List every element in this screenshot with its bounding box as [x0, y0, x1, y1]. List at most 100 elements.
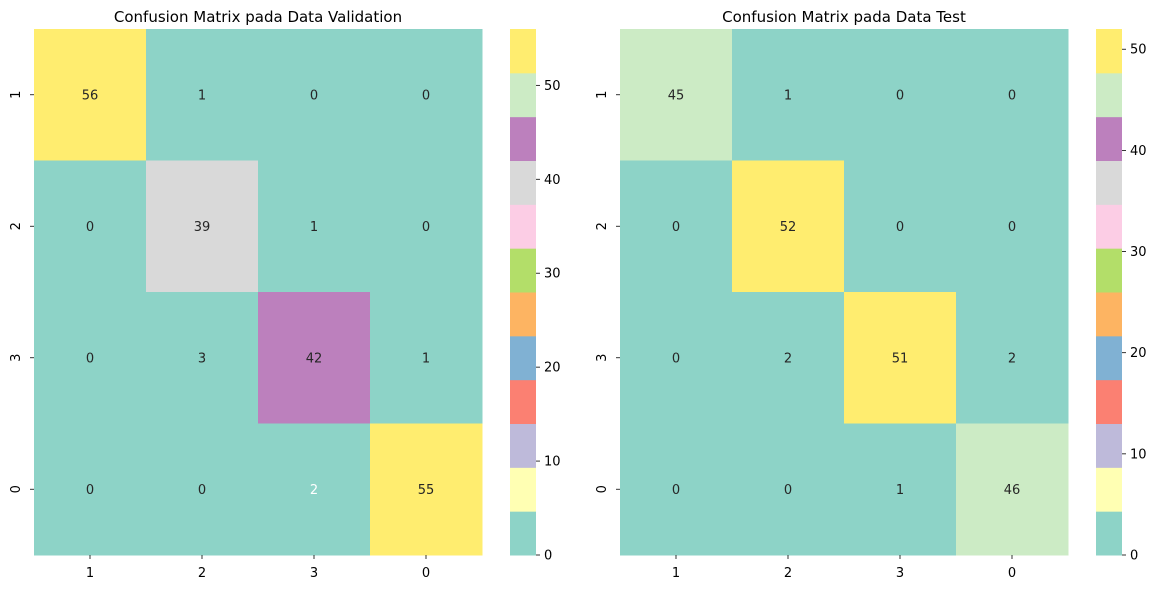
colorbar-tick-label: 10	[544, 455, 561, 470]
cell-value-label: 0	[784, 483, 792, 498]
heatmap-cell	[844, 292, 957, 424]
x-tick-label: 1	[672, 566, 680, 581]
heatmap-cell	[370, 29, 483, 161]
colorbar-segment	[510, 511, 536, 556]
colorbar-tick-label: 10	[1130, 447, 1147, 462]
heatmap-cell	[732, 423, 845, 556]
cell-value-label: 0	[896, 220, 904, 235]
colorbar-tick-label: 50	[544, 79, 561, 94]
colorbar-segment	[510, 204, 536, 249]
y-tick-label: 1	[595, 91, 610, 99]
cell-value-label: 0	[86, 483, 94, 498]
heatmap-cell	[146, 29, 259, 161]
y-tick-label: 2	[595, 222, 610, 230]
heatmap-cell	[258, 292, 371, 424]
heatmap-cell	[620, 292, 733, 424]
heatmap-cell	[956, 423, 1069, 556]
colorbar-segment	[1096, 423, 1122, 468]
cell-value-label: 0	[1008, 220, 1016, 235]
colorbar-segment	[510, 335, 536, 381]
colorbar-segment	[510, 423, 536, 468]
colorbar-segment	[1096, 335, 1122, 381]
cell-value-label: 0	[310, 88, 318, 103]
x-tick-label: 2	[784, 566, 792, 581]
heatmap-cell	[34, 29, 147, 161]
cell-value-label: 52	[780, 220, 797, 235]
colorbar-segment	[1096, 467, 1122, 512]
colorbar-segment	[510, 72, 536, 118]
chart-title: Confusion Matrix pada Data Validation	[114, 8, 402, 26]
cell-value-label: 3	[198, 351, 206, 366]
heatmap-cell	[34, 292, 147, 424]
heatmap-cell	[956, 292, 1069, 424]
y-tick-label: 2	[9, 222, 24, 230]
heatmap-cell	[370, 423, 483, 556]
heatmap-cell	[732, 160, 845, 293]
colorbar-segment	[1096, 511, 1122, 556]
colorbar-tick-label: 20	[544, 361, 561, 376]
colorbar-tick-label: 0	[1130, 549, 1138, 564]
cell-value-label: 0	[86, 351, 94, 366]
heatmap-cell	[258, 160, 371, 293]
cell-value-label: 46	[1004, 483, 1021, 498]
cell-value-label: 1	[422, 351, 430, 366]
colorbar-segment	[1096, 379, 1122, 424]
y-tick-label: 0	[9, 485, 24, 493]
cell-value-label: 1	[784, 88, 792, 103]
heatmap-cell	[146, 292, 259, 424]
cell-value-label: 39	[194, 220, 211, 235]
cell-value-label: 55	[418, 483, 435, 498]
cell-value-label: 1	[310, 220, 318, 235]
heatmap-cell	[732, 29, 845, 161]
cell-value-label: 0	[1008, 88, 1016, 103]
colorbar-segment	[1096, 72, 1122, 118]
colorbar-segment	[1096, 116, 1122, 161]
cell-value-label: 0	[198, 483, 206, 498]
colorbar-segment	[1096, 160, 1122, 205]
cell-value-label: 1	[198, 88, 206, 103]
cell-value-label: 0	[672, 220, 680, 235]
colorbar-tick-label: 30	[544, 267, 561, 282]
cell-value-label: 0	[422, 220, 430, 235]
colorbar-tick-label: 30	[1130, 245, 1147, 260]
colorbar-segment	[510, 379, 536, 424]
colorbar-tick-label: 0	[544, 549, 552, 564]
cell-value-label: 0	[422, 88, 430, 103]
cell-value-label: 42	[306, 351, 323, 366]
x-tick-label: 0	[422, 566, 430, 581]
cell-value-label: 56	[82, 88, 99, 103]
colorbar-segment	[1096, 204, 1122, 249]
x-tick-label: 2	[198, 566, 206, 581]
x-tick-label: 0	[1008, 566, 1016, 581]
heatmap-cell	[370, 292, 483, 424]
y-tick-label: 1	[9, 91, 24, 99]
colorbar-segment	[510, 467, 536, 512]
heatmap-cell	[258, 29, 371, 161]
heatmap-cell	[370, 160, 483, 293]
colorbar-segment	[510, 29, 536, 74]
cell-value-label: 2	[784, 351, 792, 366]
cell-value-label: 0	[86, 220, 94, 235]
colorbar-segment	[1096, 292, 1122, 337]
chart-title: Confusion Matrix pada Data Test	[722, 8, 966, 26]
colorbar-tick-label: 40	[544, 173, 561, 188]
heatmap-cell	[620, 160, 733, 293]
cell-value-label: 0	[672, 351, 680, 366]
heatmap-cell	[844, 160, 957, 293]
cell-value-label: 0	[672, 483, 680, 498]
colorbar-tick-label: 50	[1130, 43, 1147, 58]
y-tick-label: 3	[9, 354, 24, 362]
x-tick-label: 1	[86, 566, 94, 581]
colorbar-segment	[510, 116, 536, 161]
cell-value-label: 2	[310, 483, 318, 498]
heatmap-cell	[34, 160, 147, 293]
cell-value-label: 45	[668, 88, 685, 103]
colorbar-segment	[1096, 29, 1122, 74]
heatmap-cell	[620, 29, 733, 161]
cell-value-label: 0	[896, 88, 904, 103]
y-tick-label: 0	[595, 485, 610, 493]
colorbar-tick-label: 40	[1130, 144, 1147, 159]
heatmap-cell	[146, 423, 259, 556]
colorbar-segment	[510, 292, 536, 337]
